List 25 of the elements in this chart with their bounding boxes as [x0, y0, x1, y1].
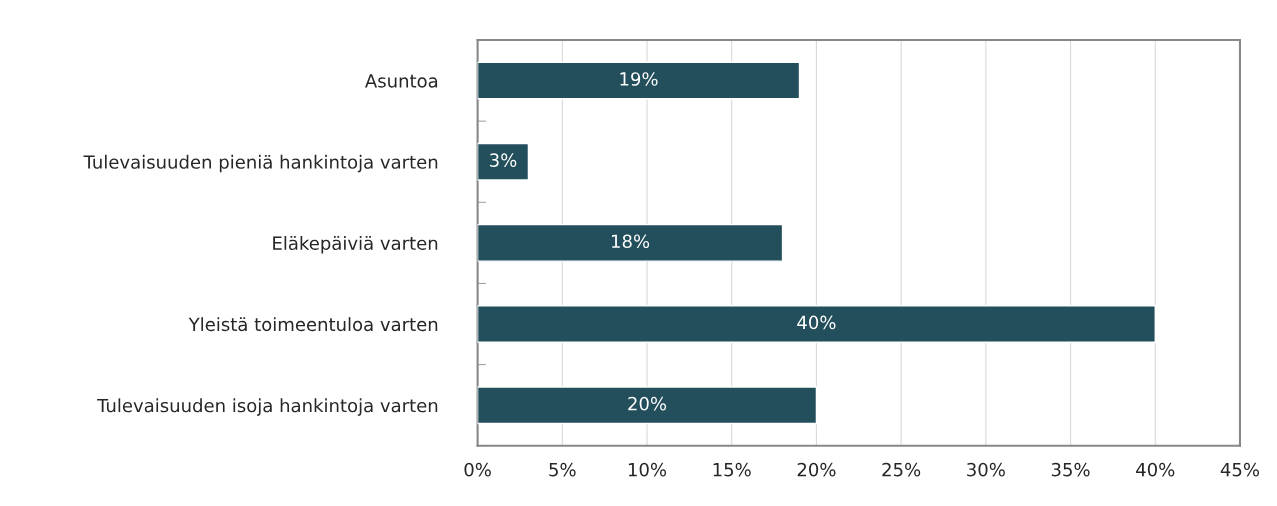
data-label: 19%: [620, 72, 658, 86]
x-tick-label: 5%: [549, 462, 576, 477]
data-label: 3%: [490, 153, 517, 167]
y-tick-label: Asuntoa: [365, 74, 438, 88]
bar: [477, 386, 818, 425]
x-tick-label: 40%: [1136, 462, 1175, 477]
x-tick-label: 25%: [882, 462, 921, 477]
x-tick-label: 0%: [464, 462, 491, 477]
bar: [477, 142, 530, 181]
y-tick-label: Eläkepäiviä varten: [273, 236, 438, 254]
x-tick-label: 35%: [1051, 462, 1090, 477]
x-tick-label: 20%: [797, 462, 836, 477]
x-tick-label: 10%: [628, 462, 667, 477]
bar: [477, 223, 784, 262]
x-tick-label: 45%: [1220, 462, 1260, 477]
bar: [477, 305, 1156, 343]
y-tick-label: Tulevaisuuden isoja hankintoja varten: [97, 398, 438, 416]
x-tick-label: 15%: [713, 462, 751, 477]
data-label: 18%: [611, 234, 650, 249]
x-tick-label: 30%: [967, 462, 1005, 477]
data-label: 20%: [628, 396, 667, 411]
y-tick-label: Yleistä toimeentuloa varten: [188, 317, 438, 332]
y-tick-label: Tulevaisuuden pieniä hankintoja varten: [83, 154, 438, 173]
data-label: 40%: [797, 315, 836, 330]
bar: [477, 61, 801, 100]
